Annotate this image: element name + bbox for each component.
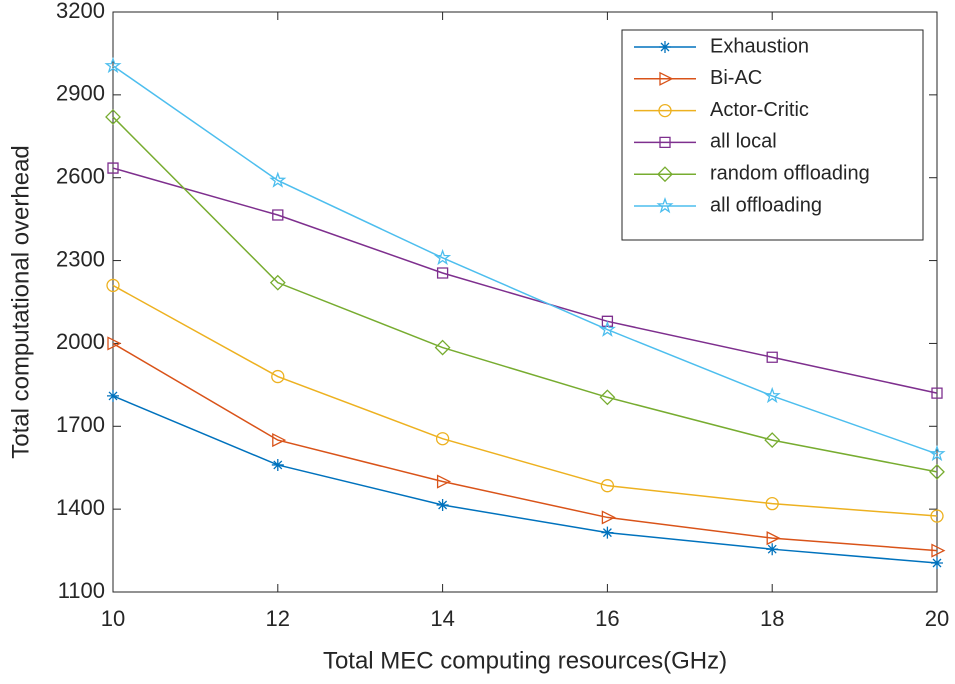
legend-label: Exhaustion: [710, 35, 809, 57]
y-tick-label: 1400: [56, 495, 105, 520]
data-point: [107, 336, 122, 351]
data-point: [766, 543, 779, 556]
data-point: [931, 387, 943, 399]
data-point: [599, 389, 616, 406]
series-line: [112, 395, 938, 564]
data-point: [107, 162, 119, 174]
data-point: [434, 339, 451, 356]
data-point: [269, 171, 287, 188]
legend-label: all local: [710, 131, 777, 153]
data-point: [928, 444, 946, 462]
legend-box: [621, 29, 924, 241]
data-point: [601, 526, 614, 539]
legend-marker: [659, 136, 671, 149]
legend-label: random offloading: [710, 162, 870, 184]
data-point: [600, 479, 615, 493]
legend-marker: [659, 41, 671, 53]
data-point: [269, 274, 286, 291]
data-point: [931, 557, 943, 569]
data-point: [436, 474, 452, 489]
data-point: [271, 458, 284, 471]
data-point: [436, 499, 449, 511]
data-point: [105, 109, 121, 125]
legend-marker: [659, 71, 674, 86]
y-tick-label: 2600: [56, 164, 105, 189]
y-tick-label: 2900: [56, 81, 105, 106]
series-line: [112, 284, 938, 517]
y-tick-label: 2000: [56, 329, 105, 354]
data-point: [930, 509, 944, 523]
data-point: [434, 248, 452, 266]
data-point: [929, 463, 945, 480]
legend: Exhaustion Bi-AC Actor-Critic all local rand…: [621, 29, 924, 241]
x-tick-label: 10: [101, 606, 125, 631]
data-point: [765, 496, 779, 511]
y-tick-label: 3200: [56, 0, 105, 23]
y-tick-label: 1700: [56, 412, 105, 437]
data-point: [601, 315, 614, 327]
data-point: [435, 432, 450, 446]
data-point: [106, 278, 120, 293]
x-tick-label: 16: [595, 606, 619, 631]
legend-label: all offloading: [710, 194, 822, 216]
data-point: [271, 369, 285, 384]
data-point: [104, 56, 122, 74]
x-tick-label: 18: [760, 606, 784, 631]
series-line: [112, 65, 938, 455]
data-point: [601, 510, 616, 525]
series-line: [112, 342, 938, 552]
x-tick-label: 12: [266, 606, 290, 631]
y-tick-label: 2300: [56, 246, 105, 271]
data-point: [598, 320, 616, 337]
data-point: [764, 432, 781, 449]
x-tick-label: 14: [430, 606, 454, 631]
data-point: [107, 389, 119, 402]
data-point: [272, 209, 284, 221]
legend-marker: [658, 103, 672, 118]
legend-label: Bi-AC: [710, 67, 762, 89]
legend-label: Actor-Critic: [710, 99, 809, 121]
legend-marker: [657, 166, 673, 183]
series-line: [112, 116, 938, 473]
y-tick-label: 1100: [58, 578, 105, 603]
legend-marker: [656, 197, 674, 214]
data-point: [931, 543, 946, 558]
x-tick-label: 20: [925, 606, 949, 631]
data-point: [766, 531, 781, 546]
data-point: [272, 433, 287, 448]
data-point: [766, 351, 778, 363]
data-point: [436, 267, 449, 279]
data-point: [763, 386, 781, 404]
series-line: [112, 167, 938, 394]
y-axis-label: Total computational overhead: [7, 145, 34, 459]
x-axis-label: Total MEC computing resources(GHz): [323, 647, 727, 674]
